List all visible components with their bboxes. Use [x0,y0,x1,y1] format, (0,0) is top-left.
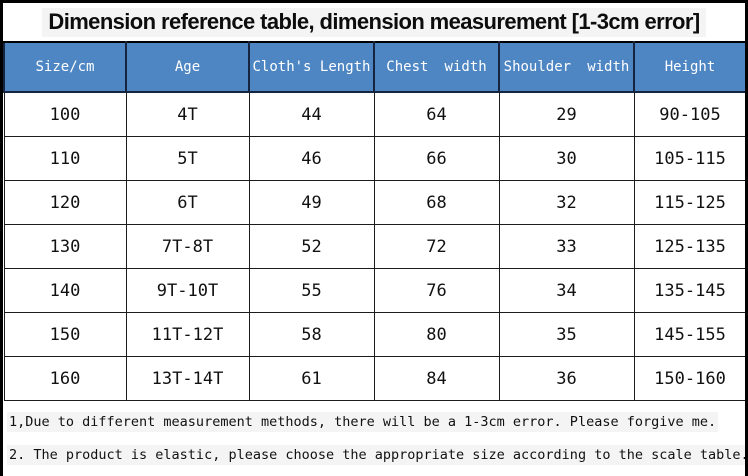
cell: 9T-10T [125,268,250,313]
cell: 100 [3,91,127,137]
cell: 125-135 [633,224,745,269]
notes-section: 1,Due to different measurement methods, … [3,401,745,476]
cell: 115-125 [633,180,745,225]
cell: 34 [498,268,635,313]
cell: 80 [373,312,500,357]
cell: 110 [3,136,127,181]
cell: 145-155 [633,312,745,357]
cell: 66 [373,136,500,181]
cell: 160 [3,356,127,401]
size-table: Size/cm Age Cloth's Length Chest width S… [3,41,745,401]
cell: 150-160 [633,356,745,401]
cell: 29 [498,91,635,137]
cell: 68 [373,180,500,225]
cell: 32 [498,180,635,225]
cell: 35 [498,312,635,357]
cell: 61 [248,356,375,401]
cell: 7T-8T [125,224,250,269]
cell: 64 [373,91,500,137]
table-row: 100 4T 44 64 29 90-105 [3,91,745,137]
cell: 4T [125,91,250,137]
header-cell-chest-width: Chest width [373,41,500,93]
table-row: 110 5T 46 66 30 105-115 [3,136,745,181]
cell: 11T-12T [125,312,250,357]
cell: 46 [248,136,375,181]
cell: 52 [248,224,375,269]
header-cell-shoulder-width: Shoulder width [498,41,635,93]
cell: 55 [248,268,375,313]
cell: 5T [125,136,250,181]
note-1-text: 1,Due to different measurement methods, … [7,412,719,432]
cell: 140 [3,268,127,313]
table-row: 120 6T 49 68 32 115-125 [3,180,745,225]
header-cell-size: Size/cm [3,41,127,93]
table-row: 140 9T-10T 55 76 34 135-145 [3,268,745,313]
header-cell-age: Age [125,41,250,93]
cell: 105-115 [633,136,745,181]
header-cell-cloth-length: Cloth's Length [248,41,375,93]
cell: 13T-14T [125,356,250,401]
title-band: Dimension reference table, dimension mea… [3,3,745,41]
table-row: 130 7T-8T 52 72 33 125-135 [3,224,745,269]
note-2: 2. The product is elastic, please choose… [7,444,745,466]
header-row: Size/cm Age Cloth's Length Chest width S… [3,41,745,93]
note-2-text: 2. The product is elastic, please choose… [7,445,745,465]
page-title: Dimension reference table, dimension mea… [42,7,706,37]
cell: 36 [498,356,635,401]
cell: 58 [248,312,375,357]
cell: 130 [3,224,127,269]
cell: 76 [373,268,500,313]
cell: 72 [373,224,500,269]
note-1: 1,Due to different measurement methods, … [7,411,741,433]
header-cell-height: Height [633,41,745,93]
cell: 49 [248,180,375,225]
table-row: 160 13T-14T 61 84 36 150-160 [3,356,745,401]
cell: 30 [498,136,635,181]
cell: 90-105 [633,91,745,137]
table-row: 150 11T-12T 58 80 35 145-155 [3,312,745,357]
cell: 150 [3,312,127,357]
cell: 84 [373,356,500,401]
cell: 135-145 [633,268,745,313]
cell: 44 [248,91,375,137]
cell: 120 [3,180,127,225]
cell: 33 [498,224,635,269]
cell: 6T [125,180,250,225]
